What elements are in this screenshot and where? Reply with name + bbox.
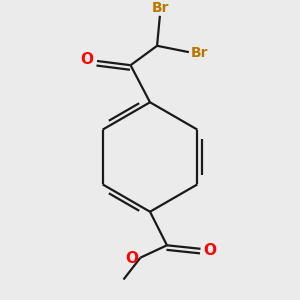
Text: O: O [81,52,94,67]
Text: Br: Br [152,1,169,15]
Text: Br: Br [191,46,208,60]
Text: O: O [203,243,216,258]
Text: O: O [125,251,138,266]
